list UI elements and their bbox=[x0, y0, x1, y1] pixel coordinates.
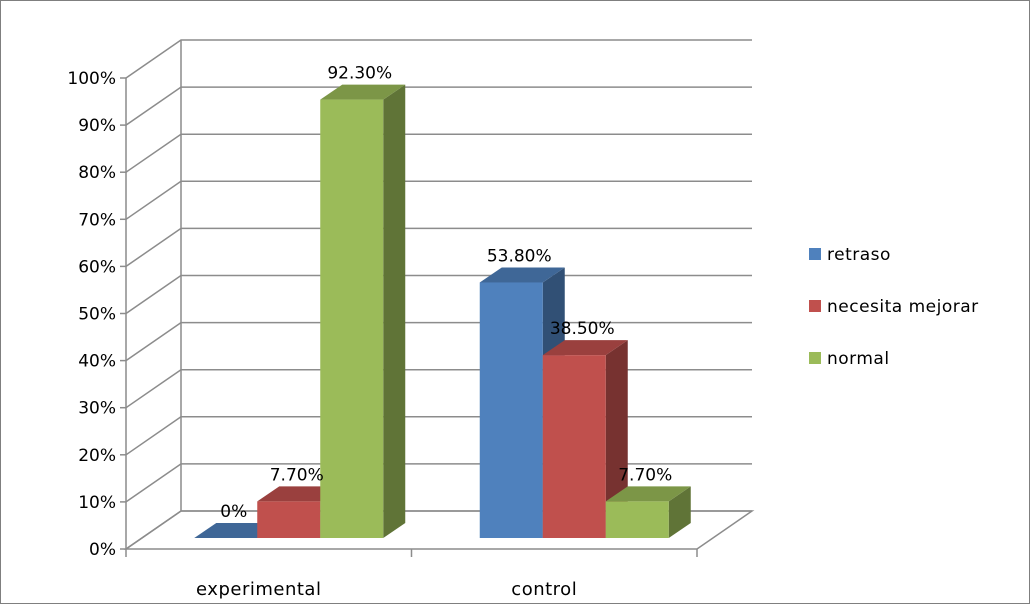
gridline bbox=[125, 227, 752, 268]
bar-necesita-mejorar-control bbox=[542, 340, 628, 538]
y-tick-label: 50% bbox=[78, 305, 116, 325]
legend-label: necesita mejorar bbox=[827, 297, 979, 317]
bar-top-face bbox=[479, 267, 565, 283]
y-tick-label: 20% bbox=[78, 446, 116, 466]
data-label: 0% bbox=[220, 502, 247, 522]
bar-normal-experimental bbox=[320, 84, 406, 538]
bar-side-face bbox=[668, 486, 691, 538]
y-tick-label: 60% bbox=[78, 257, 116, 277]
legend-swatch bbox=[809, 300, 821, 312]
data-label: 7.70% bbox=[618, 465, 672, 485]
gridline bbox=[125, 180, 752, 220]
bar-front-face bbox=[605, 501, 669, 538]
data-label: 38.50% bbox=[550, 319, 615, 339]
y-tick-label: 70% bbox=[78, 210, 116, 230]
bar-front-face bbox=[542, 355, 606, 538]
y-tick-label: 80% bbox=[78, 163, 116, 183]
bars bbox=[194, 84, 691, 538]
data-label: 7.70% bbox=[270, 465, 324, 485]
bar-front-face bbox=[257, 501, 321, 538]
legend-swatch bbox=[809, 248, 821, 260]
y-axis-ticks: 0% 10% 20% 30% 40% 50% 60% 70% 80% 90% 100% bbox=[67, 69, 126, 560]
y-tick-label: 30% bbox=[78, 399, 116, 419]
data-label: 53.80% bbox=[487, 246, 552, 266]
x-category-label: experimental bbox=[196, 579, 321, 600]
data-label: 92.30% bbox=[327, 64, 392, 84]
y-tick-label: 0% bbox=[89, 540, 116, 560]
legend-label: retraso bbox=[827, 245, 891, 265]
y-tick-label: 90% bbox=[78, 116, 116, 136]
gridline bbox=[125, 39, 752, 79]
x-axis-categories: experimental control bbox=[125, 549, 698, 600]
bar-front-face bbox=[479, 282, 543, 538]
x-category-label: control bbox=[511, 579, 577, 600]
bar-top-face bbox=[605, 486, 691, 502]
bar-normal-control bbox=[605, 486, 691, 538]
bar-side-face bbox=[383, 84, 406, 538]
bar-side-face bbox=[605, 340, 628, 538]
gridline bbox=[125, 86, 752, 126]
legend: retraso necesita mejorar normal bbox=[809, 245, 979, 369]
bar-front-face bbox=[320, 99, 384, 538]
gridline bbox=[125, 133, 752, 173]
y-tick-label: 40% bbox=[78, 352, 116, 372]
bar-top-face bbox=[320, 84, 406, 100]
y-tick-label: 10% bbox=[78, 493, 116, 513]
y-tick-label: 100% bbox=[67, 69, 116, 89]
bar-top-face bbox=[542, 340, 628, 356]
legend-swatch bbox=[809, 352, 821, 364]
legend-label: normal bbox=[827, 349, 890, 369]
data-labels: 0% 7.70% 92.30% 53.80% 38.50% 7.70% bbox=[220, 64, 672, 522]
